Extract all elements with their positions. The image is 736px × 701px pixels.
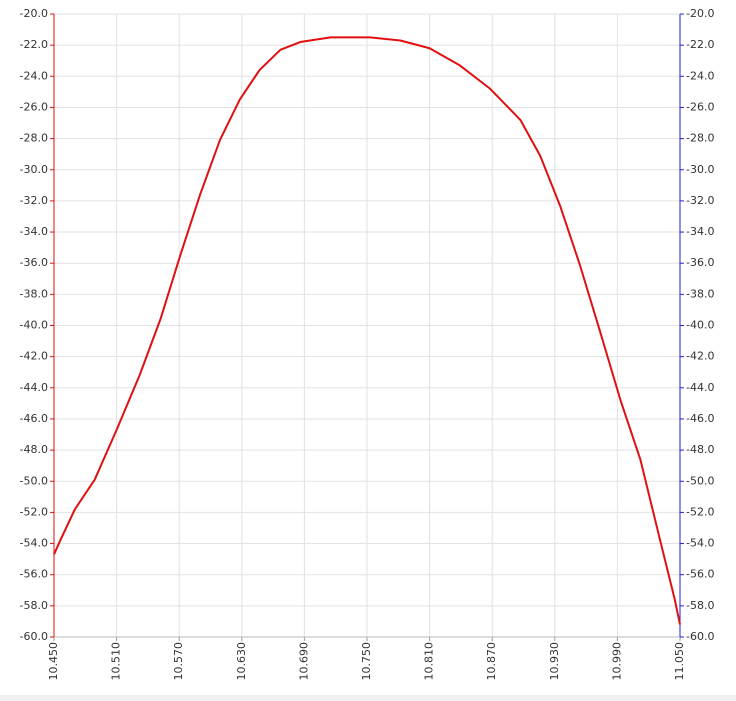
y-tick-label: -26.0: [20, 100, 48, 113]
y-tick-label: -50.0: [20, 474, 48, 487]
y-tick-label: -48.0: [20, 443, 48, 456]
y-tick-label: -44.0: [20, 381, 48, 394]
y2-tick-label: -48.0: [686, 443, 714, 456]
y2-tick-label: -42.0: [686, 350, 714, 363]
x-tick-label: 10.690: [297, 642, 310, 681]
y-tick-label: -42.0: [20, 350, 48, 363]
x-tick-label: 11.050: [673, 642, 686, 681]
y-tick-label: -36.0: [20, 256, 48, 269]
y2-tick-label: -58.0: [686, 599, 714, 612]
y2-tick-label: -40.0: [686, 319, 714, 332]
y-tick-label: -38.0: [20, 287, 48, 300]
x-tick-label: 10.630: [235, 642, 248, 681]
x-tick-label: 10.750: [360, 642, 373, 681]
y-tick-label: -22.0: [20, 38, 48, 51]
y2-tick-label: -24.0: [686, 69, 714, 82]
y-tick-label: -40.0: [20, 319, 48, 332]
data-line: [53, 36, 681, 625]
x-tick-label: 10.930: [548, 642, 561, 681]
bottom-bar: [0, 695, 736, 701]
y2-tick-label: -28.0: [686, 132, 714, 145]
y-tick-label: -58.0: [20, 599, 48, 612]
y2-tick-label: -20.0: [686, 7, 714, 20]
y-tick-label: -32.0: [20, 194, 48, 207]
y-tick-label: -28.0: [20, 132, 48, 145]
y-tick-label: -52.0: [20, 505, 48, 518]
y-tick-label: -30.0: [20, 163, 48, 176]
y-tick-label: -24.0: [20, 69, 48, 82]
y-tick-label: -34.0: [20, 225, 48, 238]
y2-tick-label: -46.0: [686, 412, 714, 425]
x-tick-label: 10.870: [485, 642, 498, 681]
y-tick-label: -46.0: [20, 412, 48, 425]
y2-tick-label: -56.0: [686, 568, 714, 581]
x-tick-label: 10.450: [47, 642, 60, 681]
y2-tick-label: -52.0: [686, 505, 714, 518]
y-tick-label: -20.0: [20, 7, 48, 20]
y2-tick-label: -26.0: [686, 100, 714, 113]
x-tick-label: 10.510: [110, 642, 123, 681]
x-tick-label: 10.810: [423, 642, 436, 681]
y2-tick-label: -50.0: [686, 474, 714, 487]
y2-tick-label: -38.0: [686, 287, 714, 300]
y2-tick-label: -22.0: [686, 38, 714, 51]
x-tick-label: 10.990: [610, 642, 623, 681]
y2-tick-label: -36.0: [686, 256, 714, 269]
y2-tick-label: -30.0: [686, 163, 714, 176]
y2-tick-label: -60.0: [686, 630, 714, 643]
y-tick-label: -54.0: [20, 537, 48, 550]
y2-tick-label: -34.0: [686, 225, 714, 238]
y2-tick-label: -44.0: [686, 381, 714, 394]
y2-tick-label: -32.0: [686, 194, 714, 207]
y-tick-label: -56.0: [20, 568, 48, 581]
y-tick-label: -60.0: [20, 630, 48, 643]
x-tick-label: 10.570: [172, 642, 185, 681]
y2-tick-label: -54.0: [686, 537, 714, 550]
